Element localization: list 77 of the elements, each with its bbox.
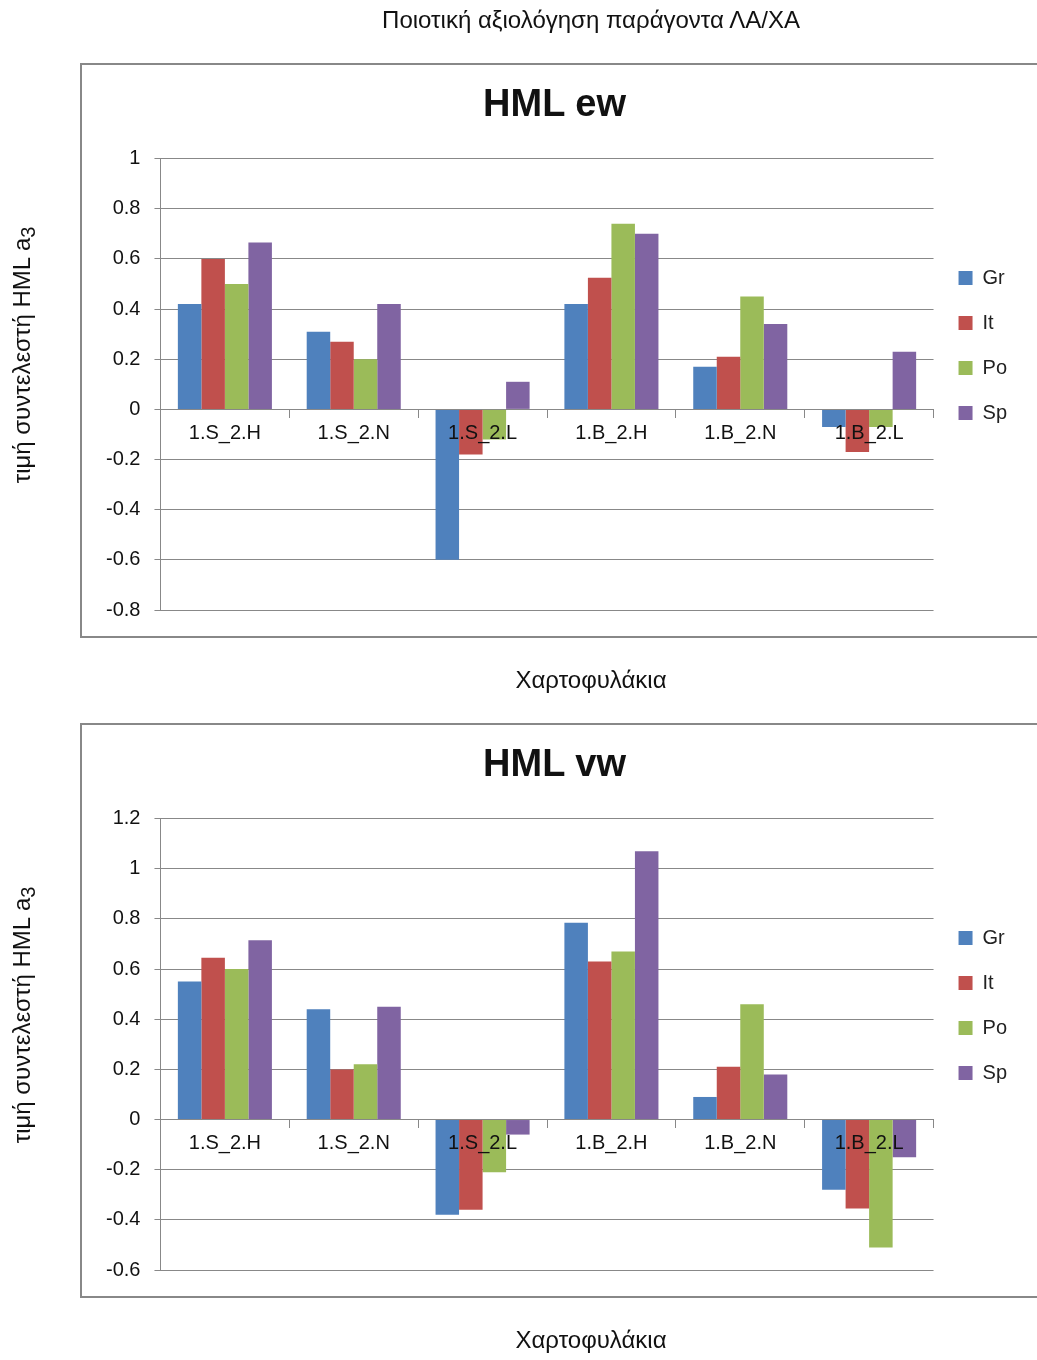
bar xyxy=(587,961,612,1120)
bar xyxy=(330,1069,354,1120)
bar xyxy=(506,1120,530,1135)
bar xyxy=(564,922,588,1120)
x-tick-label: 1.S_2.H xyxy=(188,420,262,444)
legend-label: Sp xyxy=(982,1060,1008,1083)
bar xyxy=(763,1074,788,1120)
x-tick-label: 1.B_2.H xyxy=(575,1131,648,1155)
bar xyxy=(201,957,225,1120)
bar xyxy=(611,951,635,1120)
x-tick-label: 1.B_2.H xyxy=(575,420,648,444)
y-tick-label: 0.2 xyxy=(112,1056,141,1079)
legend-label: Sp xyxy=(982,400,1008,423)
legend-label: Po xyxy=(982,355,1008,378)
y-tick-label: 0.2 xyxy=(112,346,141,369)
bar xyxy=(177,981,202,1120)
bar xyxy=(716,356,741,409)
legend-label: Po xyxy=(982,1015,1008,1038)
bar xyxy=(224,969,249,1120)
bar xyxy=(634,851,659,1120)
y-tick-label: -0.6 xyxy=(105,547,141,570)
legend-label: It xyxy=(982,970,995,993)
y-tick-label: 0.6 xyxy=(112,246,141,269)
y-tick-label: 1.2 xyxy=(112,806,141,829)
y-tick-label: -0.2 xyxy=(105,1157,141,1180)
x-tick-label: 1.S_2.N xyxy=(317,1131,390,1155)
bar xyxy=(693,1096,717,1120)
x-tick-label: 1.B_2.N xyxy=(704,1131,777,1155)
bar xyxy=(306,331,331,409)
bar xyxy=(716,1066,741,1120)
y-tick-label: 0.4 xyxy=(112,296,141,319)
y-tick-label: -0.2 xyxy=(105,447,141,470)
bar xyxy=(248,242,272,409)
y-tick-label: 1 xyxy=(129,856,141,879)
bar xyxy=(611,223,635,409)
legend-label: Gr xyxy=(982,925,1006,948)
bar xyxy=(330,341,354,409)
y-tick-label: -0.4 xyxy=(105,1207,141,1230)
bar xyxy=(763,324,788,409)
bar xyxy=(822,409,846,427)
y-tick-label: 0 xyxy=(129,1107,141,1130)
bar xyxy=(306,1009,331,1120)
legend-label: It xyxy=(982,310,995,333)
legend-label: Gr xyxy=(982,265,1006,288)
bar xyxy=(634,233,659,409)
text: Ποιοτική αξιολόγηση παράγοντα ΛΑ/ΧΑ xyxy=(381,6,801,34)
bar xyxy=(564,304,588,409)
y-tick-label: 0.8 xyxy=(112,196,141,219)
y-tick-label: 0.4 xyxy=(112,1006,141,1029)
bar xyxy=(740,296,764,409)
y-tick-label: -0.8 xyxy=(105,597,141,620)
x-tick-label: 1.S_2.H xyxy=(188,1131,262,1155)
y-tick-label: 1 xyxy=(129,146,141,169)
chart-title: HML vw xyxy=(483,742,627,785)
bar xyxy=(377,304,401,409)
y-tick-label: 0.6 xyxy=(112,956,141,979)
bar xyxy=(353,1064,378,1120)
y-tick-label: -0.4 xyxy=(105,497,141,520)
x-axis-title: Χαρτοφυλάκια xyxy=(514,666,668,694)
bar xyxy=(377,1006,401,1120)
bar xyxy=(248,940,272,1120)
bar xyxy=(353,359,378,409)
x-axis-title: Χαρτοφυλάκια xyxy=(514,1326,668,1354)
bar xyxy=(892,351,917,409)
bar xyxy=(506,381,530,409)
bar xyxy=(201,258,225,409)
y-tick-label: -0.6 xyxy=(105,1257,141,1280)
bar xyxy=(587,277,612,409)
x-tick-label: 1.B_2.N xyxy=(704,420,777,444)
y-tick-label: 0.8 xyxy=(112,906,141,929)
chart-title: HML ew xyxy=(483,82,627,125)
bar xyxy=(177,304,202,409)
bar xyxy=(740,1004,764,1120)
bar xyxy=(224,283,249,409)
y-tick-label: 0 xyxy=(129,396,141,419)
x-tick-label: 1.S_2.N xyxy=(317,420,390,444)
bar xyxy=(693,366,717,409)
